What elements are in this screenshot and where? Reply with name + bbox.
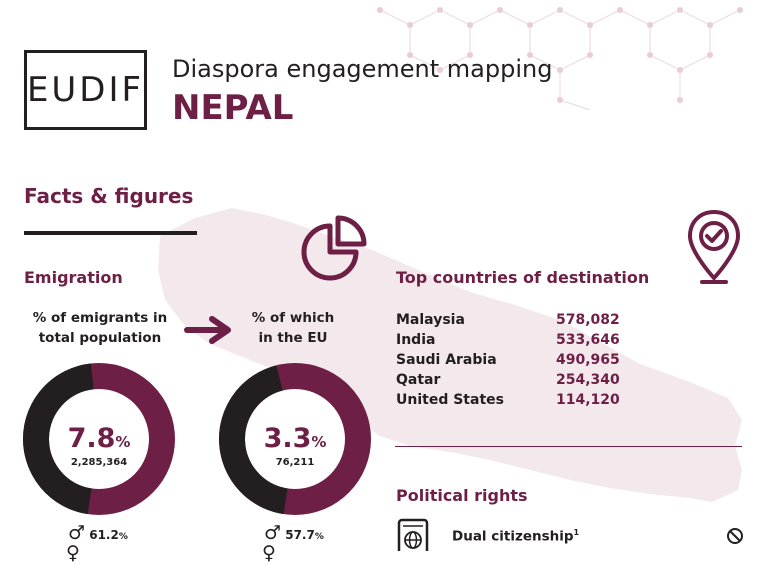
- total-percent-unit: %: [115, 433, 131, 451]
- destination-value: 578,082: [556, 312, 620, 328]
- section-divider: [395, 446, 742, 447]
- destination-country: Malaysia: [396, 312, 465, 328]
- table-row: Malaysia 578,082: [396, 310, 636, 330]
- eu-percent-unit: %: [311, 433, 327, 451]
- destinations-table: Malaysia 578,082 India 533,646 Saudi Ara…: [396, 310, 636, 410]
- donut-eu-emigrants: [219, 363, 371, 515]
- eu-percent-value: 3.3: [263, 423, 312, 454]
- prohibited-icon: [727, 528, 743, 544]
- table-row: India 533,646: [396, 330, 636, 350]
- eu-emigrants-label: % of which in the EU: [220, 308, 366, 348]
- table-row: Saudi Arabia 490,965: [396, 350, 636, 370]
- country-title: NEPAL: [172, 88, 294, 128]
- destination-value: 254,340: [556, 372, 620, 388]
- total-emigrants-label: % of emigrants in total population: [22, 308, 178, 348]
- emigration-heading: Emigration: [24, 268, 123, 287]
- political-rights-heading: Political rights: [396, 486, 528, 505]
- eu-male-unit: %: [314, 532, 324, 542]
- section-divider: [24, 231, 197, 235]
- page-title: Diaspora engagement mapping: [172, 55, 553, 83]
- total-percent-block: 7.8% 2,285,364: [22, 423, 176, 469]
- logo-text: EUDIF: [26, 70, 145, 110]
- total-male-percent: 61.2: [89, 528, 119, 542]
- destination-country: India: [396, 332, 436, 348]
- eudif-logo: EUDIF: [24, 50, 147, 130]
- donut-total-segment: [23, 363, 95, 515]
- total-label-line2: total population: [38, 330, 162, 346]
- eu-male-share: ♂ 57.7%: [264, 522, 324, 544]
- donut-eu-segment: [219, 365, 289, 515]
- donut-total-emigrants: [23, 363, 175, 515]
- location-pin-check-icon: [687, 209, 741, 284]
- destination-value: 490,965: [556, 352, 620, 368]
- total-male-unit: %: [118, 532, 128, 542]
- total-count: 2,285,364: [70, 457, 128, 468]
- table-row: Qatar 254,340: [396, 370, 636, 390]
- destination-country: Saudi Arabia: [396, 352, 497, 368]
- destination-value: 533,646: [556, 332, 620, 348]
- section-title-facts: Facts & figures: [24, 184, 194, 208]
- destinations-heading: Top countries of destination: [396, 268, 650, 287]
- total-percent-value: 7.8: [67, 423, 116, 454]
- male-icon: ♂: [68, 522, 86, 544]
- dual-citizenship-row: Dual citizenship1: [452, 528, 579, 545]
- male-icon: ♂: [264, 522, 282, 544]
- pie-chart-icon: [301, 215, 367, 281]
- eu-label-line1: % of which: [251, 310, 335, 326]
- arrow-right-icon: [184, 316, 231, 344]
- destination-value: 114,120: [556, 392, 620, 408]
- passport-globe-icon: [397, 518, 429, 551]
- network-decoration: [377, 7, 743, 110]
- female-icon: ♀: [66, 542, 80, 564]
- female-icon: ♀: [262, 542, 276, 564]
- destination-country: Qatar: [396, 372, 441, 388]
- table-row: United States 114,120: [396, 390, 636, 410]
- dual-citizenship-label: Dual citizenship: [452, 528, 574, 545]
- eu-male-percent: 57.7: [285, 528, 315, 542]
- total-female-share: ♀: [66, 542, 80, 564]
- eu-label-line2: in the EU: [258, 330, 328, 346]
- total-label-line1: % of emigrants in: [32, 310, 168, 326]
- destination-country: United States: [396, 392, 504, 408]
- eu-count: 76,211: [275, 457, 315, 468]
- nepal-map-silhouette: [158, 208, 742, 502]
- dual-citizenship-footnote: 1: [573, 528, 580, 537]
- eu-percent-block: 3.3% 76,211: [218, 423, 372, 469]
- eu-female-share: ♀: [262, 542, 276, 564]
- total-male-share: ♂ 61.2%: [68, 522, 128, 544]
